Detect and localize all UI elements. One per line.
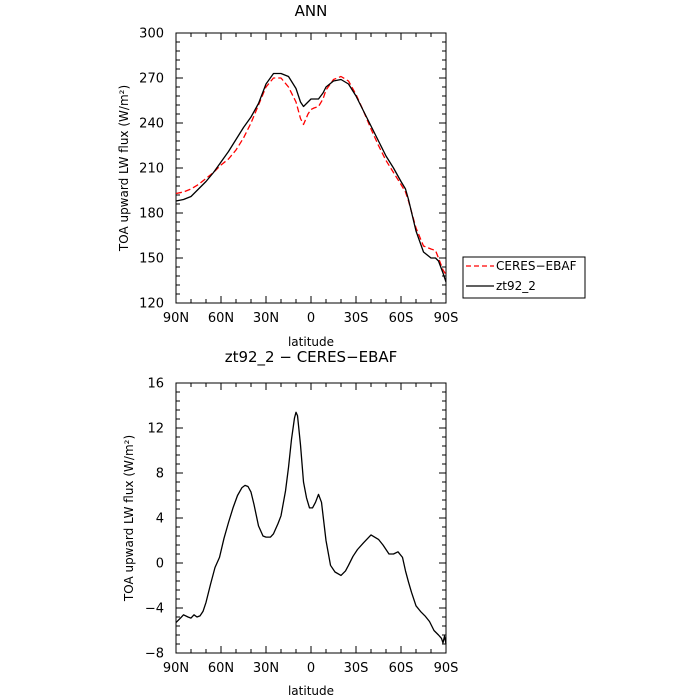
y-tick-label: −8	[145, 647, 164, 662]
chart-bottom-title: zt92_2 − CERES−EBAF	[225, 348, 398, 367]
chart-top-x-axis-label: latitude	[288, 335, 334, 349]
legend-box	[462, 256, 586, 299]
chart-bottom: zt92_2 − CERES−EBAF −8 −4 0 4 8 12 16 90N 60N 30…	[122, 348, 458, 698]
x-tick-label: 60N	[208, 661, 234, 676]
series-line-zt92-2	[175, 72, 447, 283]
y-tick-label: 120	[139, 297, 164, 312]
x-tick-label: 90N	[163, 661, 189, 676]
y-tick-label: 210	[139, 162, 164, 177]
y-tick-label: 0	[156, 557, 164, 572]
series-line-difference	[175, 411, 447, 645]
x-tick-label: 90S	[434, 661, 459, 676]
chart-bottom-y-axis-label: TOA upward LW flux (W/m²)	[122, 435, 136, 602]
y-tick-label: 180	[139, 207, 164, 222]
y-tick-label: 240	[139, 117, 164, 132]
chart-bottom-x-axis-label: latitude	[288, 684, 334, 698]
x-tick-label: 60S	[389, 311, 414, 326]
series-line-ceres-ebaf	[175, 75, 447, 275]
chart-top-y-axis-label: TOA upward LW flux (W/m²)	[117, 85, 131, 252]
legend-label-model: zt92_2	[496, 279, 536, 293]
chart-bottom-series	[175, 411, 447, 645]
x-tick-label: 30N	[253, 661, 279, 676]
y-tick-label: 8	[156, 467, 164, 482]
chart-top-series	[175, 72, 447, 283]
y-tick-label: 16	[147, 377, 164, 392]
legend-label-ceres: CERES−EBAF	[496, 259, 577, 273]
x-tick-label: 90S	[434, 311, 459, 326]
x-tick-label: 0	[307, 311, 315, 326]
y-tick-label: −4	[145, 602, 164, 617]
x-tick-label: 90N	[163, 311, 189, 326]
chart-top-tick-marks	[175, 32, 447, 304]
chart-top-x-tick-labels: 90N 60N 30N 0 30S 60S 90S	[163, 311, 459, 326]
chart-bottom-tick-marks	[175, 382, 447, 654]
chart-top-y-tick-labels: 120 150 180 210 240 270 300	[139, 27, 164, 312]
x-tick-label: 30S	[344, 311, 369, 326]
x-tick-label: 60S	[389, 661, 414, 676]
x-tick-label: 30S	[344, 661, 369, 676]
chart-top-legend: CERES−EBAF zt92_2	[462, 256, 586, 299]
y-tick-label: 300	[139, 27, 164, 42]
x-tick-label: 30N	[253, 311, 279, 326]
chart-top-title: ANN	[295, 2, 328, 20]
chart-bottom-x-tick-labels: 90N 60N 30N 0 30S 60S 90S	[163, 661, 459, 676]
y-tick-label: 150	[139, 252, 164, 267]
x-tick-label: 0	[307, 661, 315, 676]
chart-bottom-y-tick-labels: −8 −4 0 4 8 12 16	[145, 377, 164, 662]
y-tick-label: 12	[147, 422, 164, 437]
chart-top: ANN 120 150 180 210 240 270 300 90N 60N 30N 0 30S 6…	[117, 2, 586, 349]
y-tick-label: 270	[139, 72, 164, 87]
x-tick-label: 60N	[208, 311, 234, 326]
y-tick-label: 4	[156, 512, 164, 527]
